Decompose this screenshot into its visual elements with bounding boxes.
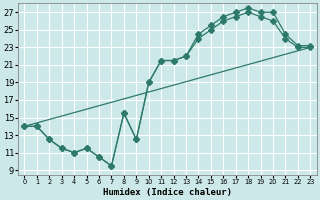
X-axis label: Humidex (Indice chaleur): Humidex (Indice chaleur) [103,188,232,197]
